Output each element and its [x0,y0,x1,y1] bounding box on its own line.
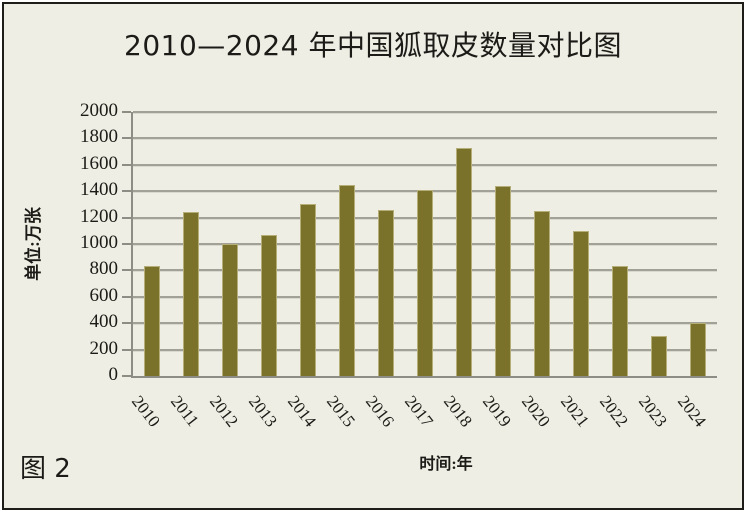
y-tick-mark [122,375,131,377]
bar-2023 [650,336,667,376]
y-tick-label: 800 [89,258,119,280]
x-tick-label: 2012 [206,392,243,431]
y-tick-label: 1800 [80,126,118,148]
gridline-1800 [133,137,717,140]
chart-title: 2010—2024 年中国狐取皮数量对比图 [124,29,622,62]
bar-2015 [339,184,356,376]
y-tick-mark [122,269,131,272]
y-tick-mark [122,243,131,245]
x-tick-label: 2021 [556,392,593,431]
bar-2020 [533,211,550,376]
x-tick-label: 2018 [439,392,476,431]
bar-2019 [494,185,511,376]
y-tick-label: 400 [89,311,119,333]
bar-2012 [222,244,239,376]
y-tick-mark [122,163,131,166]
gridline-2000 [133,111,717,113]
x-tick-label: 2010 [128,392,165,431]
y-tick-label: 600 [89,284,119,306]
bar-2017 [417,189,433,376]
y-tick-mark [122,348,131,351]
y-tick-label: 1600 [80,152,118,174]
x-tick-label: 2022 [595,392,632,431]
x-tick-label: 2015 [323,392,360,431]
bar-2011 [183,212,200,376]
y-tick-label: 1200 [80,205,118,227]
bar-2021 [572,230,589,376]
y-tick-label: 200 [89,337,119,359]
bar-2016 [378,209,395,376]
y-tick-label: 2000 [80,100,118,121]
bar-2018 [455,147,472,376]
bar-2022 [611,266,628,376]
x-tick-label: 2017 [401,392,437,431]
y-tick-label: 1000 [80,232,118,253]
bar-2024 [689,323,706,376]
y-tick-label: 1400 [80,179,118,201]
x-tick-label: 2011 [167,392,203,430]
x-axis-title: 时间:年 [419,456,473,473]
y-tick-mark [122,137,131,140]
x-tick-label: 2013 [245,392,282,431]
x-tick-label: 2019 [478,392,515,431]
y-tick-mark [122,216,131,219]
y-tick-mark [122,295,131,298]
x-tick-label: 2014 [284,392,321,431]
x-tick-label: 2024 [673,392,710,431]
figure-caption: 图 2 [20,454,71,484]
y-tick-mark [122,322,131,325]
y-tick-mark [122,190,131,193]
y-tick-mark [122,111,131,113]
x-tick-label: 2016 [362,392,398,431]
x-tick-label: 2023 [634,392,671,431]
x-tick-label: 2020 [517,392,554,431]
bar-2014 [300,204,317,376]
gridline-1600 [133,163,717,166]
y-tick-label: 0 [108,364,119,385]
bar-2010 [144,266,161,376]
bar-2013 [261,234,278,376]
plot-area [131,111,717,378]
